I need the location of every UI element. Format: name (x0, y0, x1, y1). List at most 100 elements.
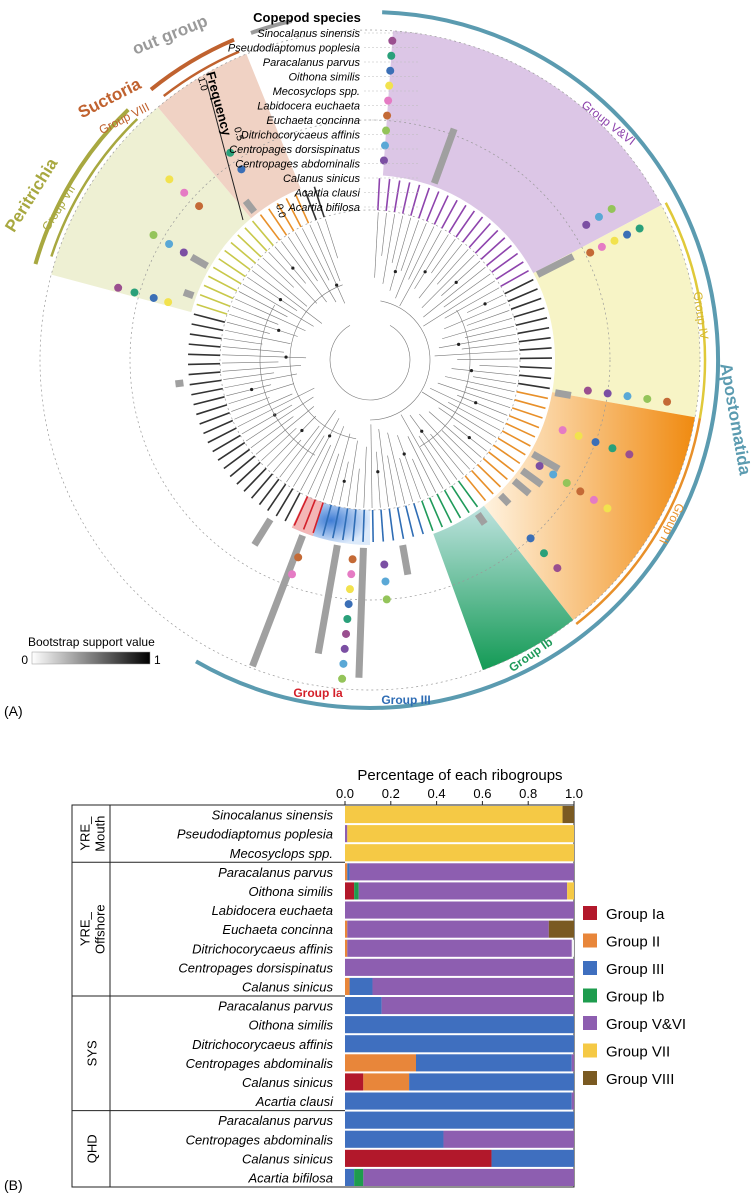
tree-branch (376, 451, 381, 508)
tip-label-mark (236, 461, 261, 485)
tree-branch (338, 461, 349, 505)
tree-branch (257, 263, 308, 307)
tree-branch (457, 394, 508, 416)
bar-segment (345, 806, 563, 824)
bootstrap-node (376, 470, 380, 474)
row-label: Calanus sinicus (242, 1151, 334, 1166)
frequency-bar (520, 467, 544, 488)
tip-label-mark (396, 507, 405, 540)
species-dot (383, 111, 392, 120)
tree-branch (293, 435, 325, 487)
frequency-bar (182, 288, 195, 299)
tip-label-mark (217, 441, 246, 461)
tip-label-mark (224, 249, 251, 271)
tree-branch (347, 440, 358, 507)
row-label: Euchaeta concinna (222, 922, 333, 937)
tree-branch (374, 212, 379, 278)
bootstrap-node (335, 283, 339, 287)
tree-branch (418, 243, 463, 299)
species-dot (594, 212, 603, 221)
row-label: Acartia clausi (255, 1094, 334, 1109)
tip-label-mark (464, 475, 487, 502)
species-dot (114, 283, 123, 292)
group-iv-sector (533, 205, 700, 418)
bootstrap-node (467, 435, 471, 440)
species-dot (149, 293, 158, 302)
tree-branch (317, 221, 341, 282)
bar-segment (345, 939, 348, 957)
species-dot (339, 659, 348, 668)
tree-branch (444, 302, 507, 330)
row-label: Acartia bifilosa (247, 1170, 333, 1185)
legend-label: Group Ib (606, 989, 664, 1006)
tip-label-mark (302, 499, 317, 530)
bar-segment (345, 958, 574, 976)
outgroup-label: out group (130, 11, 211, 58)
frequency-bar (535, 253, 575, 278)
tip-label-mark (515, 317, 548, 327)
species-legend-entry: Acartia bifilosa (287, 202, 360, 214)
legend-label: Group II (606, 934, 660, 951)
tip-label-mark (322, 504, 332, 537)
group-vii-arc (50, 118, 139, 257)
bootstrap-node (300, 428, 304, 433)
row-label: Mecosyclops spp. (230, 846, 333, 861)
tip-label-mark (428, 497, 444, 528)
bar-segment (415, 1054, 572, 1072)
tree-branch (309, 224, 346, 304)
species-dot (382, 126, 391, 135)
tip-label-mark (189, 333, 222, 340)
tip-label-mark (352, 509, 357, 542)
frequency-bar (175, 379, 184, 388)
bootstrap-node (291, 266, 295, 270)
species-dot (343, 615, 352, 624)
tip-label-mark (451, 485, 470, 514)
tree-branch (247, 276, 298, 312)
group-ii-arc (575, 417, 702, 625)
tip-label-mark (304, 189, 317, 221)
x-tick-label: 0.2 (382, 786, 400, 801)
tree-branch (242, 283, 314, 327)
row-label: Centropages abdominalis (186, 1056, 334, 1071)
tip-label-mark (519, 374, 552, 380)
tree-branch (414, 234, 449, 289)
tree-inner-arc (419, 309, 471, 447)
tip-label-mark (199, 294, 231, 307)
frequency-ring (39, 29, 701, 691)
group-viii-sector (157, 54, 301, 219)
tree-branch (261, 427, 297, 461)
tree-branch (226, 384, 272, 397)
tree-branch (447, 401, 501, 431)
tree-branch (428, 411, 482, 458)
tip-label-mark (188, 343, 221, 348)
tree-branch (255, 406, 315, 455)
tree-branch (262, 257, 295, 288)
species-dot (591, 438, 600, 447)
x-tick-label: 0.8 (519, 786, 537, 801)
tip-label-mark (448, 204, 467, 233)
species-dot (344, 600, 353, 609)
bar-segment (354, 882, 359, 900)
bar-segment (349, 863, 574, 881)
tree-branch (409, 414, 458, 480)
frequency-bar (431, 127, 458, 185)
bootstrap-node (250, 387, 254, 392)
species-dot (583, 386, 592, 395)
legend-label: Group VIII (606, 1071, 674, 1088)
species-dot (582, 220, 591, 229)
tree-branch (300, 418, 340, 491)
tip-label-mark (474, 229, 499, 254)
tip-label-mark (505, 422, 536, 438)
tree-branch (231, 397, 270, 412)
tree-branch (407, 436, 437, 493)
tip-label-mark (413, 503, 424, 535)
species-dot (180, 188, 189, 197)
tree-branch (223, 338, 263, 345)
tree-branch (387, 432, 406, 504)
tip-label-mark (362, 509, 366, 542)
species-legend-entry: Calanus sinicus (283, 173, 361, 185)
bar-segment (358, 882, 568, 900)
tree-branch (400, 414, 444, 489)
tree-branch (465, 386, 513, 401)
tip-label-mark (203, 419, 234, 435)
